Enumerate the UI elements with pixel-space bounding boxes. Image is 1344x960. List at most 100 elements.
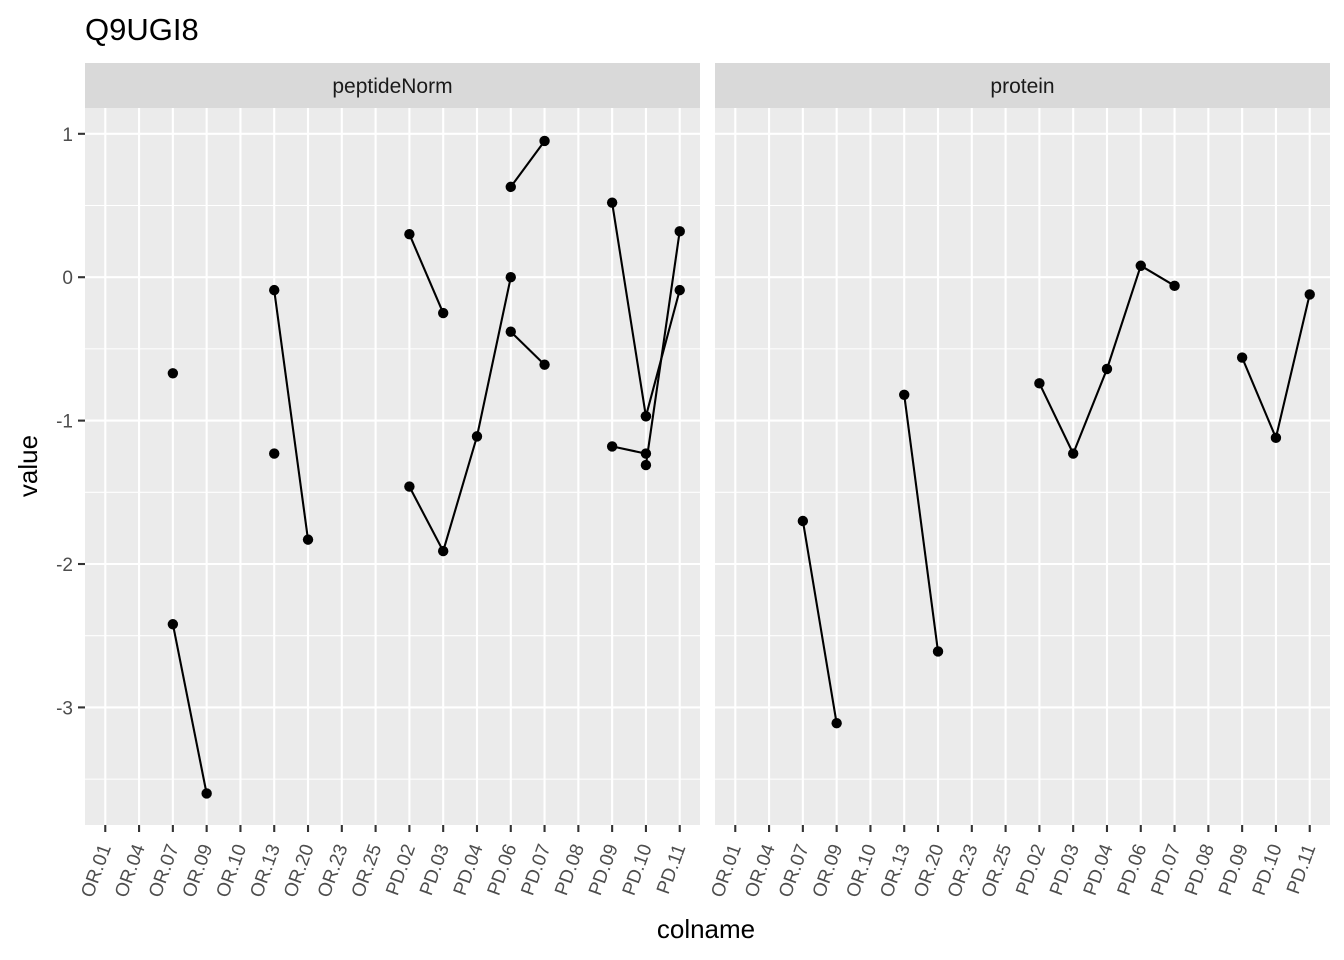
y-tick-label: -3 xyxy=(56,698,73,719)
y-tick-label: -2 xyxy=(56,555,73,576)
data-point xyxy=(1304,289,1315,300)
x-tick-label: PD.02 xyxy=(1012,842,1050,899)
x-tick-label: OR.13 xyxy=(876,842,915,901)
x-tick-label: OR.01 xyxy=(77,842,116,901)
data-point xyxy=(505,181,516,193)
y-tick-label: 1 xyxy=(62,125,73,146)
x-tick-label: PD.09 xyxy=(1215,842,1253,899)
x-tick-label: PD.08 xyxy=(1181,842,1219,899)
chart-title: Q9UGI8 xyxy=(85,12,199,47)
x-tick-label: PD.02 xyxy=(382,842,420,899)
data-point xyxy=(831,717,842,729)
facet-strip xyxy=(715,63,1330,108)
data-point xyxy=(302,534,314,545)
x-tick-label: PD.07 xyxy=(517,842,555,899)
data-point xyxy=(505,272,516,283)
data-point xyxy=(539,135,550,147)
x-axis-title: colname xyxy=(657,914,755,944)
series-line xyxy=(611,445,647,455)
x-tick-label: PD.06 xyxy=(484,842,522,899)
data-point xyxy=(899,389,910,400)
x-tick-label: PD.09 xyxy=(585,842,623,899)
x-tick-label: PD.10 xyxy=(1249,842,1287,899)
series-line xyxy=(408,276,512,554)
x-tick-label: OR.04 xyxy=(741,841,780,900)
series-line xyxy=(611,202,647,417)
x-tick-label: PD.08 xyxy=(551,842,589,899)
series-line xyxy=(903,394,940,652)
data-point xyxy=(932,646,944,657)
data-point xyxy=(269,284,280,296)
data-point xyxy=(1034,378,1045,389)
x-tick-label: PD.11 xyxy=(1283,842,1320,897)
series-line xyxy=(510,330,546,366)
x-tick-label: PD.03 xyxy=(1046,842,1084,899)
data-point xyxy=(674,226,685,237)
data-point xyxy=(640,448,652,459)
y-tick-label: 0 xyxy=(62,268,73,289)
facet-strip xyxy=(85,63,700,108)
data-point xyxy=(1270,432,1282,444)
series-line xyxy=(408,233,445,314)
facet-panel-protein: proteinOR.01OR.04OR.07OR.09OR.10OR.13OR.… xyxy=(707,63,1330,900)
data-point xyxy=(539,359,550,370)
data-point xyxy=(1101,363,1113,375)
x-tick-label: OR.09 xyxy=(809,842,848,901)
data-point xyxy=(640,459,652,471)
series-line xyxy=(644,289,681,417)
series-line xyxy=(801,520,838,724)
data-point xyxy=(404,481,415,492)
data-point xyxy=(201,788,212,799)
data-point xyxy=(1135,260,1146,271)
y-tick-label: -1 xyxy=(56,412,73,433)
data-point xyxy=(404,228,415,240)
data-point xyxy=(606,197,618,208)
data-point xyxy=(1067,448,1079,459)
facet-strip-label: peptideNorm xyxy=(332,75,452,98)
x-tick-label: OR.07 xyxy=(145,842,184,901)
panel-background xyxy=(85,108,700,825)
x-tick-label: OR.01 xyxy=(707,842,746,901)
x-tick-label: OR.20 xyxy=(910,842,949,901)
x-tick-label: OR.25 xyxy=(978,842,1017,901)
x-tick-label: PD.04 xyxy=(1080,841,1118,898)
x-tick-label: OR.23 xyxy=(944,842,983,901)
x-tick-label: OR.20 xyxy=(280,842,319,901)
data-point xyxy=(606,441,618,452)
x-tick-label: OR.10 xyxy=(843,842,882,901)
x-tick-label: PD.11 xyxy=(653,842,690,897)
x-tick-label: PD.07 xyxy=(1147,842,1185,899)
x-tick-label: PD.06 xyxy=(1114,842,1152,899)
x-tick-label: PD.03 xyxy=(416,842,454,899)
series-line xyxy=(273,289,310,540)
facet-panel-peptideNorm: peptideNorm10-1-2-3OR.01OR.04OR.07OR.09O… xyxy=(56,63,700,900)
data-point xyxy=(640,411,652,422)
data-point xyxy=(1236,352,1248,363)
facet-panels: peptideNorm10-1-2-3OR.01OR.04OR.07OR.09O… xyxy=(56,63,1330,900)
data-point xyxy=(505,326,516,337)
data-point xyxy=(437,307,449,319)
x-tick-label: OR.10 xyxy=(213,842,252,901)
data-point xyxy=(167,619,179,630)
x-tick-label: OR.23 xyxy=(314,842,353,901)
x-tick-label: OR.09 xyxy=(179,842,218,901)
facet-strip-label: protein xyxy=(990,75,1054,98)
data-point xyxy=(167,368,179,379)
data-point xyxy=(674,284,685,296)
data-point xyxy=(797,515,809,527)
x-tick-label: OR.04 xyxy=(111,841,150,900)
data-point xyxy=(437,545,449,557)
data-point xyxy=(1169,280,1180,292)
panel-background xyxy=(715,108,1330,825)
data-point xyxy=(471,431,483,442)
series-line xyxy=(509,140,546,188)
x-tick-label: OR.07 xyxy=(775,842,814,901)
series-line xyxy=(644,231,681,466)
y-axis-title: value xyxy=(13,435,43,497)
data-point xyxy=(269,448,280,459)
x-tick-label: PD.10 xyxy=(619,842,657,899)
x-tick-label: OR.25 xyxy=(348,842,387,901)
series-line xyxy=(171,623,208,794)
x-tick-label: PD.04 xyxy=(450,841,488,898)
